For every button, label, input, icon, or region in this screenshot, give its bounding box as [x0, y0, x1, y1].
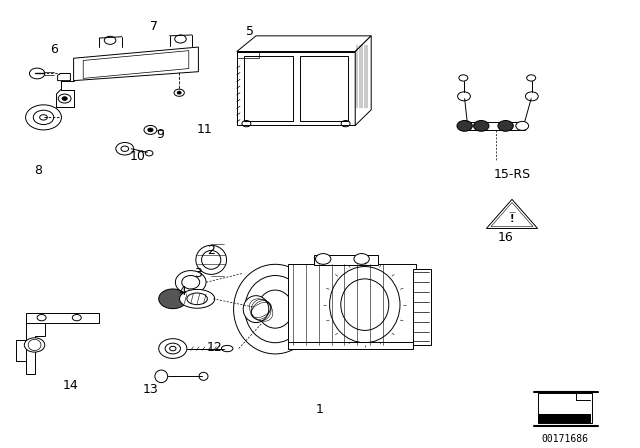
Polygon shape: [74, 47, 198, 81]
Circle shape: [62, 97, 67, 100]
Text: 3: 3: [195, 267, 202, 280]
Text: 6: 6: [51, 43, 58, 56]
Circle shape: [26, 105, 61, 130]
Text: 15-RS: 15-RS: [493, 168, 531, 181]
Text: 9: 9: [156, 128, 164, 141]
Text: 8: 8: [35, 164, 42, 177]
Bar: [538, 414, 591, 423]
Circle shape: [159, 289, 187, 309]
Polygon shape: [237, 36, 371, 52]
Text: 13: 13: [143, 383, 158, 396]
Bar: [288, 264, 416, 345]
Ellipse shape: [221, 345, 233, 352]
Circle shape: [159, 339, 187, 358]
Text: 1: 1: [316, 403, 324, 417]
Bar: [288, 342, 413, 349]
Bar: [244, 56, 293, 121]
Circle shape: [148, 128, 153, 132]
Text: 12: 12: [207, 340, 222, 354]
Circle shape: [459, 75, 468, 81]
Ellipse shape: [199, 372, 208, 380]
Bar: [300, 56, 348, 121]
Polygon shape: [355, 36, 371, 125]
Circle shape: [516, 121, 529, 130]
Circle shape: [474, 121, 489, 131]
Ellipse shape: [234, 264, 317, 354]
Ellipse shape: [155, 370, 168, 383]
Ellipse shape: [243, 296, 269, 323]
Circle shape: [525, 92, 538, 101]
Ellipse shape: [175, 271, 206, 294]
Circle shape: [498, 121, 513, 131]
Circle shape: [116, 142, 134, 155]
Ellipse shape: [179, 289, 215, 308]
Text: !: !: [509, 214, 515, 224]
Circle shape: [527, 75, 536, 81]
Text: 7: 7: [150, 20, 157, 34]
Circle shape: [29, 68, 45, 79]
Polygon shape: [486, 199, 538, 228]
Bar: [314, 255, 378, 265]
Text: 00171686: 00171686: [541, 434, 588, 444]
Circle shape: [316, 254, 331, 264]
Bar: [538, 393, 592, 423]
Circle shape: [457, 121, 472, 131]
Ellipse shape: [330, 267, 400, 343]
Ellipse shape: [196, 246, 227, 274]
Bar: [461, 122, 525, 130]
Bar: [26, 313, 99, 323]
Bar: [237, 52, 355, 125]
Bar: [413, 269, 431, 345]
Text: 10: 10: [130, 150, 145, 164]
Polygon shape: [26, 323, 45, 374]
Text: 14: 14: [63, 379, 78, 392]
Circle shape: [145, 151, 153, 156]
Circle shape: [144, 125, 157, 134]
Circle shape: [458, 92, 470, 101]
Circle shape: [24, 338, 45, 352]
Circle shape: [354, 254, 369, 264]
Polygon shape: [58, 73, 70, 81]
Text: 11: 11: [197, 123, 212, 137]
Text: 4: 4: [179, 284, 186, 298]
Text: 2: 2: [207, 244, 215, 258]
Circle shape: [177, 91, 181, 94]
Text: —: —: [509, 209, 515, 215]
Bar: [237, 52, 259, 58]
Text: 5: 5: [246, 25, 253, 38]
Text: 16: 16: [498, 231, 513, 244]
